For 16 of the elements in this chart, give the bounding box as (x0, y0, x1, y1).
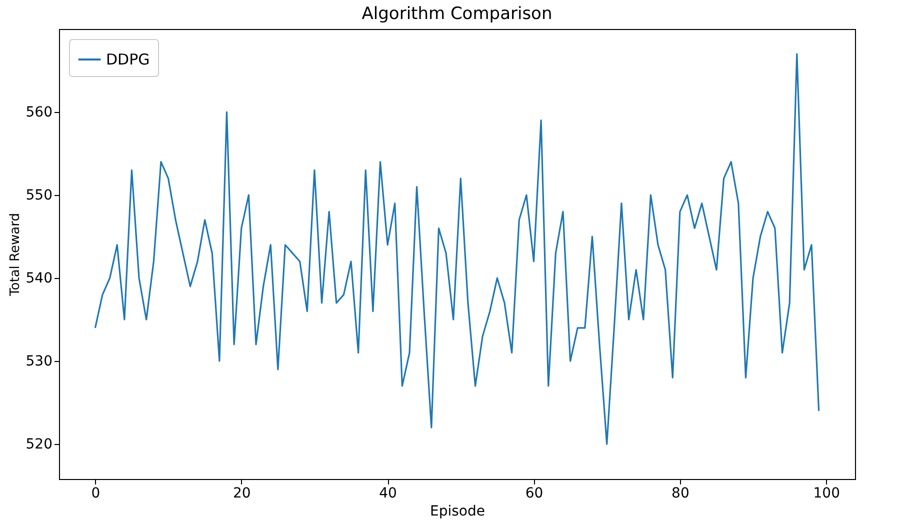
x-tick-label: 20 (232, 486, 251, 502)
y-tick-label: 520 (26, 436, 52, 453)
x-tick-label: 40 (379, 486, 397, 502)
x-tick-label: 100 (813, 486, 840, 502)
x-tick-label: 80 (672, 486, 690, 502)
x-tick-label: 60 (525, 486, 544, 502)
legend-label: DDPG (106, 50, 150, 68)
y-tick-label: 560 (26, 104, 52, 121)
y-axis-title: Total Reward (8, 213, 23, 297)
line-series (94, 53, 820, 445)
y-tick-label: 530 (26, 354, 52, 370)
x-axis-title: Episode (430, 504, 485, 520)
y-tick-label: 550 (26, 188, 52, 204)
chart-title: Algorithm Comparison (362, 4, 552, 24)
x-tick-label: 0 (91, 486, 100, 502)
y-tick-label: 540 (26, 270, 52, 287)
